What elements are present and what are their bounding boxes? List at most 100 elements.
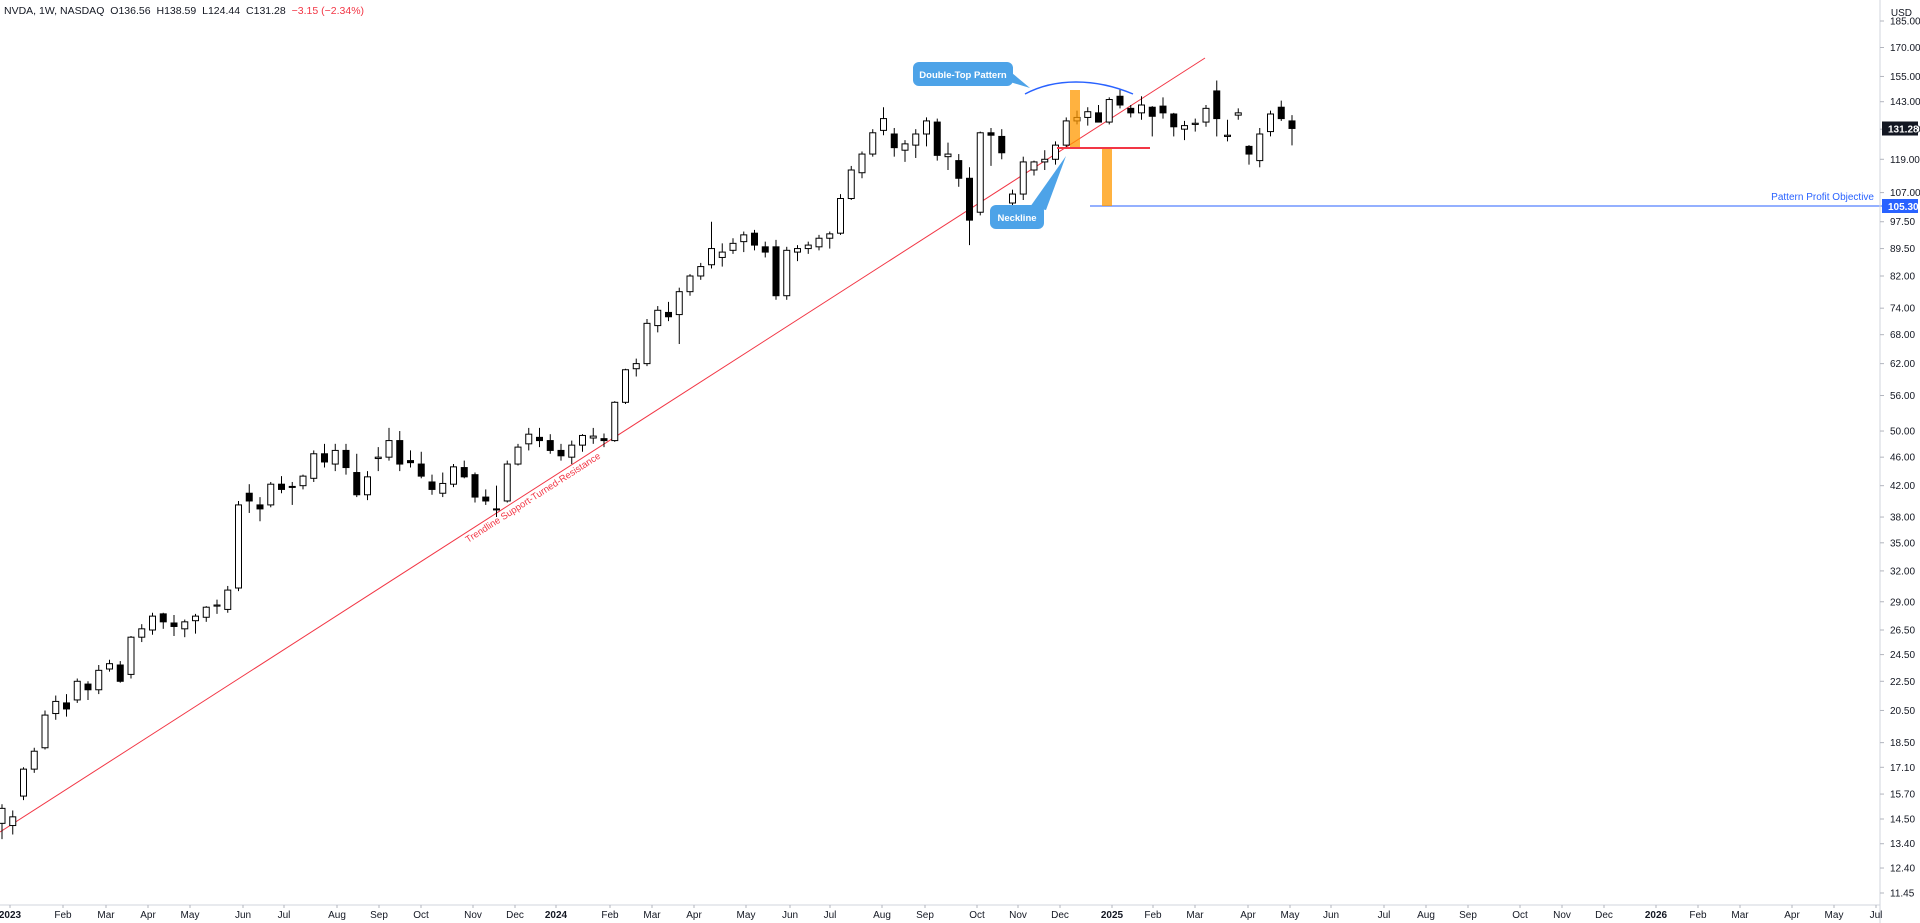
candle-body [557,449,565,457]
candle-body [471,474,479,498]
candle-body [450,466,457,485]
x-tick-label: Jul [824,910,837,921]
x-tick-label: Sep [916,910,934,921]
objective-label: Pattern Profit Objective [1771,192,1874,203]
candle-body [116,664,124,682]
candle-body [1009,193,1016,204]
x-tick-label: Oct [413,910,429,921]
candle-body [256,504,264,510]
candle-body [385,440,393,458]
y-tick-label: 26.50 [1890,626,1915,637]
y-tick-label: 143.00 [1890,97,1920,108]
candle-body [1267,113,1274,133]
y-tick-label: 68.00 [1890,330,1915,341]
candle-body [202,606,210,618]
candle-body [84,683,92,691]
objective-price-tag [1882,199,1918,213]
x-tick-label: Mar [97,910,115,921]
candle-body [1277,106,1285,120]
candle-body [869,132,877,155]
candle-body [321,453,328,463]
last-price-tag [1882,121,1918,136]
x-tick-label: Nov [1553,910,1571,921]
y-tick-label: 17.10 [1890,763,1915,774]
candle-body [966,177,973,221]
candle-body [611,401,619,442]
candle-body [1181,125,1188,130]
candle-body [665,311,672,318]
candle-body [30,750,38,770]
candle-body [675,291,683,316]
y-tick-label: 185.00 [1890,17,1920,28]
x-tick-label: Jun [1323,910,1339,921]
candle-body [149,615,156,631]
candle-body [1084,111,1092,118]
double-top-label: Double-Top Pattern [919,70,1007,81]
x-tick-label: Mar [1186,910,1204,921]
candle-body [278,483,285,490]
y-tick-label: 14.50 [1890,814,1915,825]
candle-body [299,475,307,487]
candle-body [428,481,436,490]
candle-body [944,153,952,158]
neckline-label: Neckline [997,213,1036,224]
candle-body [1159,105,1167,114]
close-value: C131.28 [246,5,286,17]
y-tick-label: 20.50 [1890,706,1915,717]
candle-body [9,816,17,827]
candle-body [622,369,629,403]
candle-body [396,440,404,465]
y-tick-label: 24.50 [1890,650,1915,661]
candle-body [138,628,146,638]
y-tick-label: 82.00 [1890,271,1915,282]
candle-body [536,436,543,442]
candle-body [546,440,554,451]
candle-body [127,636,135,675]
x-tick-label: Jun [235,910,251,921]
candle-body [568,444,576,458]
x-tick-label: Sep [1459,910,1477,921]
x-tick-label: Jun [782,910,798,921]
candle-body [235,504,242,589]
candle-body [632,363,640,370]
candle-body [364,476,371,496]
symbol-label: NVDA, 1W, NASDAQ [4,5,105,17]
candle-body [697,266,705,277]
x-tick-label: Dec [1051,910,1069,921]
x-tick-label: May [737,910,756,921]
x-tick-label: Oct [969,910,985,921]
candle-body [783,249,791,297]
candle-body [729,242,737,251]
candle-body [374,456,382,460]
candle-body [417,463,425,477]
x-tick-label: Feb [1689,910,1707,921]
symbol-header: NVDA, 1W, NASDAQ O136.56 H138.59 L124.44… [4,5,367,17]
candle-body [998,135,1006,154]
y-tick-label: 170.00 [1890,43,1920,54]
last-price-label: 131.28 [1888,125,1919,136]
candle-body [761,246,769,253]
projection-bar [1102,149,1112,206]
candle-body [1052,144,1059,160]
y-tick-label: 13.40 [1890,839,1915,850]
candle-body [890,133,898,149]
candle-body [751,232,758,246]
candle-body [353,472,361,496]
x-tick-label: Mar [1731,910,1749,921]
candle-body [73,680,81,701]
y-tick-label: 50.00 [1890,427,1915,438]
candle-body [826,233,834,239]
x-tick-label: Oct [1512,910,1528,921]
objective-price-label: 105.30 [1888,202,1919,213]
candle-body [987,132,995,136]
candle-body [794,248,801,253]
candle-body [804,244,812,250]
candle-body [95,669,103,691]
candle-body [815,237,823,248]
candle-body [1202,107,1210,123]
y-tick-label: 12.40 [1890,864,1915,875]
candles-group [0,80,1296,840]
trendline [0,57,1206,833]
